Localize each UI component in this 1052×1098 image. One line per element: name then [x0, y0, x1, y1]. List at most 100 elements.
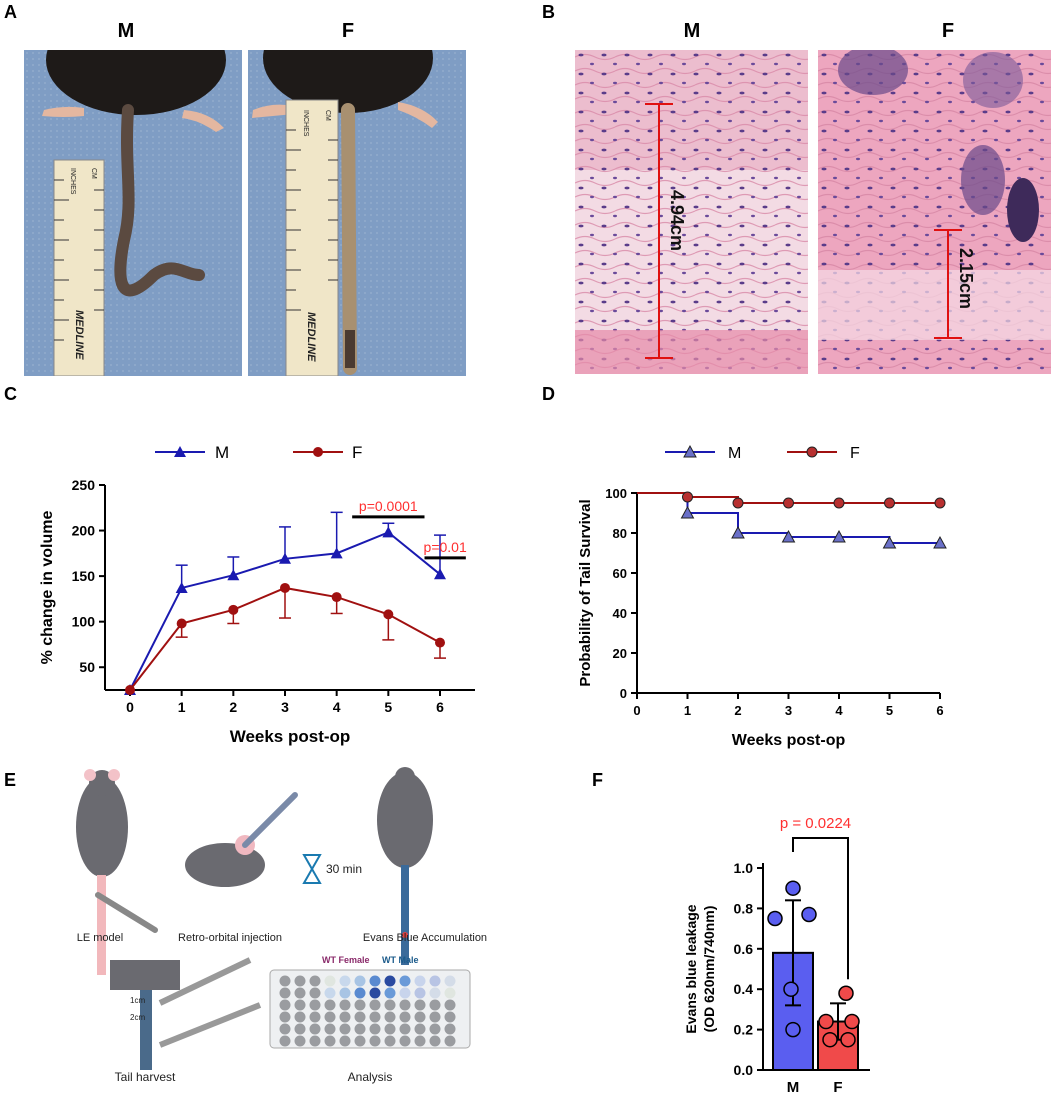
plate-well: [294, 1023, 306, 1035]
y-axis-label-1: Evans blue leakage: [683, 904, 699, 1033]
data-point: [818, 1013, 834, 1030]
data-point-M: [680, 505, 695, 519]
plate-well: [384, 1011, 396, 1023]
plate-well: [369, 987, 381, 999]
panel-b-right-label: F: [941, 20, 955, 42]
plate-well: [369, 975, 381, 987]
caption-evans: Evans Blue Accumulation: [363, 932, 487, 944]
plate-well: [414, 999, 426, 1011]
plate-well: [414, 1011, 426, 1023]
plate-well: [444, 987, 456, 999]
plate-well: [279, 1011, 291, 1023]
plate-well: [324, 1035, 336, 1047]
data-point-F: [783, 497, 794, 509]
plate-well: [369, 1011, 381, 1023]
plate-well: [354, 987, 366, 999]
y-tick-label: 0.6: [734, 941, 754, 957]
plate-well: [369, 1023, 381, 1035]
data-point: [783, 981, 799, 997]
plate-well: [429, 999, 441, 1011]
data-point-F: [228, 604, 239, 615]
data-point-F: [833, 497, 845, 509]
data-point: [801, 906, 817, 923]
plate-well: [294, 1011, 306, 1023]
data-point-F: [331, 592, 342, 603]
legend-marker-F: [806, 446, 818, 458]
plate-well: [279, 975, 291, 987]
measure-male: 4.94cm: [667, 190, 687, 251]
plate-well: [444, 1023, 456, 1035]
data-point-F: [435, 637, 445, 648]
plate-well: [384, 1035, 396, 1047]
x-tick-label: 3: [281, 699, 289, 715]
plate-well: [429, 1035, 441, 1047]
legend-marker-M: [683, 444, 697, 458]
plate-well: [324, 987, 336, 999]
plate-well: [354, 999, 366, 1011]
y-axis-label: % change in volume: [39, 510, 56, 664]
data-point: [822, 1031, 838, 1048]
plate-well: [294, 1035, 306, 1047]
significance-bracket: [792, 837, 849, 980]
plate-well: [384, 975, 396, 987]
y-tick-label: 0.0: [734, 1062, 754, 1078]
plate-well: [339, 1035, 351, 1047]
panel-label-b: B: [542, 2, 555, 22]
data-point-M: [175, 581, 188, 593]
data-point-M: [382, 526, 395, 538]
tail-harvest-icon: [110, 957, 262, 1070]
data-point-F: [934, 497, 946, 509]
data-point-M: [434, 568, 446, 580]
panel-a-left-label: M: [117, 20, 135, 42]
panel-label-e: E: [4, 770, 17, 790]
x-tick-label: 4: [333, 699, 341, 715]
panel-label-d: D: [542, 384, 555, 404]
plate-well: [429, 975, 441, 987]
chart-d: 0 20 40 60 80 100 0 1 2 3 4 5 6 Weeks post-op Probabil…: [577, 444, 947, 749]
y-tick-label: 0: [620, 686, 627, 701]
plate-well: [354, 1011, 366, 1023]
plate-well: [429, 1011, 441, 1023]
caption-wt-male: WT Male: [382, 955, 419, 965]
plate-well: [414, 975, 426, 987]
plate-well: [444, 1035, 456, 1047]
plate-well: [399, 1035, 411, 1047]
ruler-inches-text: INCHES: [69, 168, 76, 195]
y-tick-label: 0.8: [734, 900, 754, 916]
plate-well: [294, 975, 306, 987]
y-tick-label: 50: [79, 659, 95, 675]
plate-well: [324, 1011, 336, 1023]
plate-well: [369, 1035, 381, 1047]
data-point-F: [682, 491, 693, 503]
caption-dim-2cm: 2cm: [130, 1013, 145, 1022]
chart-f: 0.0 0.2 0.4 0.6 0.8 1.0 Evans blue leakage (OD …: [683, 815, 870, 1096]
plate-well: [339, 1011, 351, 1023]
plate-well: [369, 999, 381, 1011]
plate-well: [339, 1023, 351, 1035]
plate-well: [414, 987, 426, 999]
measure-female: 2.15cm: [956, 248, 976, 309]
plate-well: [339, 975, 351, 987]
y-tick-label: 80: [613, 526, 627, 541]
histology-female: 2.15cm: [818, 50, 1051, 374]
data-point-M: [330, 547, 343, 559]
plate-well: [429, 987, 441, 999]
data-point-M: [933, 535, 947, 549]
x-tick-label: 5: [886, 703, 893, 718]
workflow-diagram: LE model Retro-orbital injection 30 min …: [76, 767, 487, 1084]
x-axis-label: Weeks post-op: [230, 727, 351, 746]
photo-male-tail: INCHES CM MEDLINE: [24, 50, 242, 376]
ruler-inches-text-f: INCHES: [302, 110, 309, 137]
plate-well: [279, 987, 291, 999]
panel-a-right-label: F: [341, 20, 355, 42]
p-value-label: p=0.0001: [359, 498, 418, 514]
x-tick-label: F: [833, 1079, 842, 1096]
mouse-evans-blue-icon: [377, 767, 433, 965]
x-tick-label: 2: [734, 703, 741, 718]
mouse-le-model-icon: [76, 769, 158, 975]
legend-label-M: M: [215, 443, 229, 462]
plate-well: [399, 999, 411, 1011]
y-tick-label: 0.4: [734, 981, 754, 997]
plate-well: [354, 975, 366, 987]
caption-wt-female: WT Female: [322, 955, 370, 965]
